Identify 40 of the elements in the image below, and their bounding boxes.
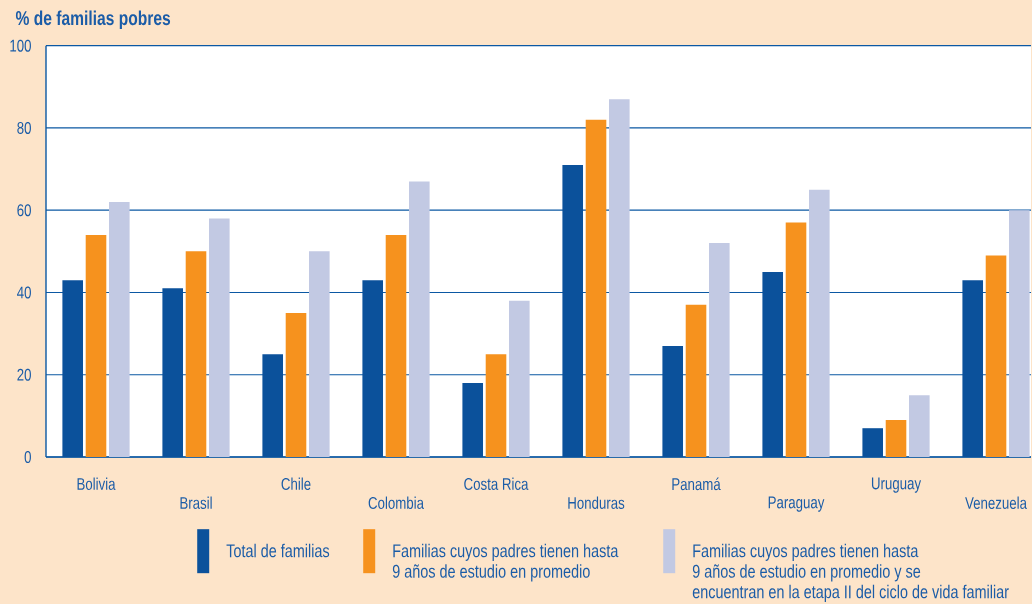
bar	[309, 251, 330, 457]
bar	[985, 255, 1007, 457]
y-tick-label: 80	[17, 121, 31, 134]
bar	[385, 234, 407, 457]
bar	[285, 313, 307, 457]
bar	[1009, 210, 1030, 457]
x-tick-label: Brasil	[180, 496, 212, 510]
bar	[509, 300, 530, 457]
bar	[185, 251, 207, 457]
legend-label: Total de familias	[226, 543, 330, 558]
bar	[409, 181, 430, 457]
bar	[609, 99, 630, 457]
x-tick-label: Paraguay	[768, 496, 825, 512]
bar	[209, 218, 230, 457]
x-tick-label: Chile	[281, 477, 311, 491]
x-tick-label: Costa Rica	[464, 477, 529, 491]
bar	[909, 395, 930, 457]
bar	[709, 243, 730, 457]
bar	[885, 419, 907, 457]
bar	[585, 119, 607, 457]
x-tick-label: Colombia	[368, 496, 424, 510]
x-tick-label: Bolivia	[77, 477, 116, 491]
bar	[109, 201, 130, 457]
y-axis-title: % de familias pobres	[15, 10, 171, 30]
y-tick-label: 40	[17, 286, 31, 299]
bar	[685, 304, 707, 457]
y-tick-label: 20	[17, 368, 31, 381]
x-tick-label: Uruguay	[871, 477, 922, 493]
x-tick-label: Honduras	[568, 496, 625, 510]
legend-label: Familias cuyos padres tienen hasta 9 años de estudio en promedio y se encuentran en la etapa II del ciclo de vida familiar	[692, 543, 1009, 602]
bar	[809, 189, 830, 457]
y-tick-label: 0	[24, 450, 31, 464]
bar	[785, 222, 807, 457]
bar	[485, 354, 507, 457]
bar	[85, 234, 107, 457]
y-tick-label: 100	[10, 39, 31, 52]
y-tick-label: 60	[17, 204, 31, 217]
x-tick-label: Panamá	[672, 477, 721, 491]
x-tick-label: Venezuela	[965, 496, 1027, 510]
legend-label: Familias cuyos padres tienen hasta 9 años de estudio en promedio	[392, 543, 619, 582]
